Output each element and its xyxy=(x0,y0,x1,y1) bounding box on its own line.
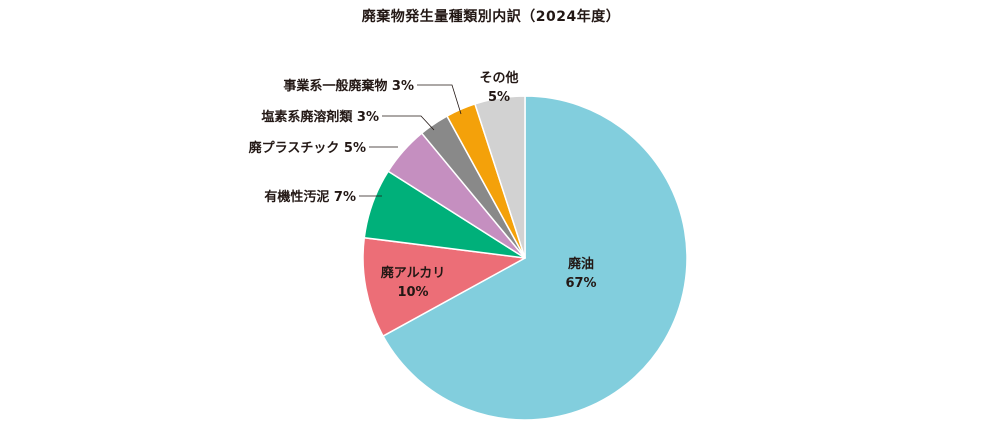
slice-1-label: 廃油 xyxy=(567,256,594,272)
slice-6-leader-line xyxy=(417,84,462,115)
pie-labels: 廃油 67% 廃アルカリ 10% 有機性汚泥 7% 廃プラスチック 5% 塩素系廃溶剤類 3… xyxy=(248,70,597,300)
slice-7 xyxy=(474,95,526,259)
slice-7-label: その他 xyxy=(479,70,518,86)
slice-6-label: 事業系一般廃棄物 3% xyxy=(283,78,414,94)
leader-lines xyxy=(359,84,462,197)
chart-title: 廃棄物発生量種類別内訳（2024年度） xyxy=(361,9,621,25)
slice-5-label: 塩素系廃溶剤類 3% xyxy=(261,109,379,125)
slice-2-label: 廃アルカリ xyxy=(380,265,445,281)
slice-1-value-label: 67% xyxy=(565,276,596,291)
slice-4-label: 廃プラスチック 5% xyxy=(248,140,366,156)
slice-2 xyxy=(362,236,526,337)
slice-2-value-label: 10% xyxy=(397,285,428,300)
slice-7-value-label: 5% xyxy=(488,90,510,105)
slice-1 xyxy=(382,95,688,421)
slice-3-label: 有機性汚泥 7% xyxy=(264,189,356,205)
slice-5-leader-line xyxy=(382,115,435,131)
pie-slices xyxy=(362,95,688,421)
